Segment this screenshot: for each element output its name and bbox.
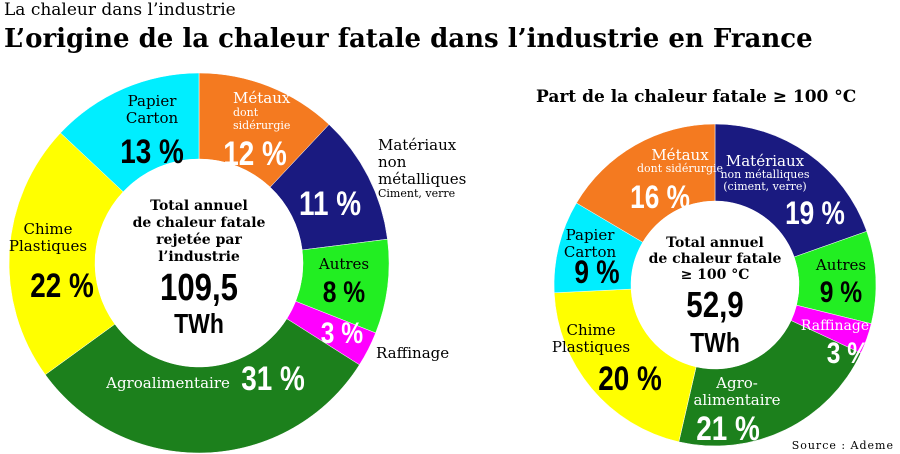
slice-label: Agroalimentaire [105,374,230,392]
slice-value-label: 16 % [630,181,690,216]
slice-sublabel: Ciment, verre [378,187,455,200]
slice-value-label: 19 % [785,197,845,232]
chart-2-title: Part de la chaleur fatale ≥ 100 °C [536,87,857,107]
slice-label: Papier [566,226,616,244]
slice-label: Agro- [715,374,758,392]
slice-label: Raffinage [376,344,449,362]
center-total-unit: TWh [174,309,224,340]
slice-value-label: 20 % [598,359,662,397]
slice-value-label: 9 % [574,256,619,291]
slice-label: Autres [815,256,866,274]
slice-label: Plastiques [9,237,87,255]
slice-value-label: 31 % [241,359,305,397]
slice-value-label: 3 % [321,316,363,350]
slice-label: Métaux [233,89,291,107]
slice-label-group: Agroalimentaire 31 % [105,359,305,397]
slice-label: non [378,153,407,171]
slice-sublabel: sidérurgie [233,119,290,132]
slice-label-group: Autres 8 % [318,255,369,309]
slice-label: Métaux [651,146,709,164]
donut-hole [95,159,303,367]
slice-label: alimentaire [693,391,780,409]
slice-label: Autres [318,255,369,273]
slice-label: Plastiques [552,338,630,356]
center-label: de chaleur fatale [649,251,782,267]
slice-value-label: 21 % [696,409,760,447]
slice-value-label: 22 % [30,266,94,304]
slice-label: Carton [126,109,179,127]
center-label: Total annuel [150,198,248,214]
center-label: de chaleur fatale [133,215,266,231]
slice-value-label: 3 % [827,336,869,370]
slice-sublabel: (ciment, verre) [723,180,806,193]
center-label: rejetée par [156,232,242,248]
slice-label: Raffinage [801,318,869,334]
slice-label-group: Raffinage 3 % [801,318,869,370]
slice-value-label: 11 % [299,184,361,222]
slice-value-label: 13 % [120,132,184,170]
slice-value-label: 9 % [820,275,862,309]
center-label: l’industrie [158,249,240,265]
slice-sublabel: dont sidérurgie [637,162,723,175]
slice-label: Chime [23,220,72,238]
center-label: ≥ 100 °C [681,267,750,283]
slice-label: Matériaux [726,152,805,170]
center-label: Total annuel [666,235,764,251]
slice-label-group: Raffinage 3 % [321,316,449,362]
slice-label: métalliques [378,170,466,188]
center-total-value: 109,5 [160,267,238,309]
center-total-unit: TWh [690,328,740,359]
slice-label: Chime [566,321,615,339]
slice-sublabel: non métalliques [720,168,809,181]
slice-papier-carton [60,72,200,193]
source-note: Source : Ademe [791,439,894,452]
donut-hole [631,201,799,369]
slice-label: Carton [564,243,617,261]
center-total-value: 52,9 [686,284,743,324]
slice-sublabel: dont [233,106,259,119]
slice-value-label: 12 % [223,134,287,172]
supertitle: La chaleur dans l’industrie [4,0,236,20]
slice-value-label: 8 % [323,275,365,309]
page-title: L’origine de la chaleur fatale dans l’in… [4,24,813,54]
slice-label: Matériaux [378,136,457,154]
slice-label: Papier [128,92,178,110]
